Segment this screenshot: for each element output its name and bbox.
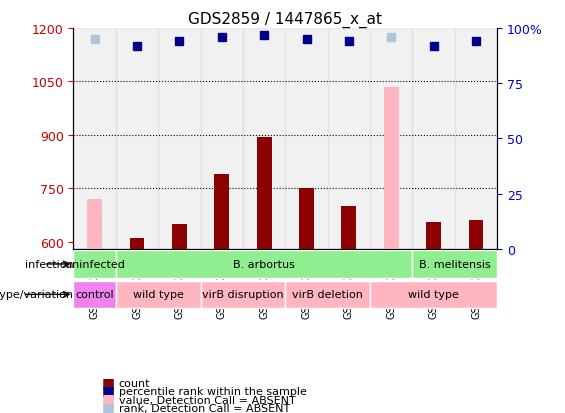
Text: control: control — [75, 290, 114, 299]
Bar — [299, 189, 314, 249]
Bar — [87, 199, 102, 249]
Bar — [172, 224, 187, 249]
Bar — [257, 137, 272, 249]
FancyBboxPatch shape — [370, 281, 497, 308]
Text: ■: ■ — [102, 383, 115, 397]
Bar — [116, 29, 158, 249]
Bar — [426, 223, 441, 249]
FancyBboxPatch shape — [201, 281, 285, 308]
Text: count: count — [119, 378, 150, 388]
Text: rank, Detection Call = ABSENT: rank, Detection Call = ABSENT — [119, 403, 290, 413]
Text: B. arbortus: B. arbortus — [233, 259, 295, 269]
Text: virB deletion: virB deletion — [292, 290, 363, 299]
Text: ■: ■ — [102, 392, 115, 406]
Text: value, Detection Call = ABSENT: value, Detection Call = ABSENT — [119, 395, 295, 405]
Bar — [243, 29, 285, 249]
FancyBboxPatch shape — [116, 281, 201, 308]
Bar — [285, 29, 328, 249]
Text: B. melitensis: B. melitensis — [419, 259, 490, 269]
Text: genotype/variation: genotype/variation — [0, 290, 73, 299]
Bar — [73, 29, 116, 249]
Text: wild type: wild type — [408, 290, 459, 299]
Bar — [412, 29, 455, 249]
Bar — [455, 29, 497, 249]
FancyBboxPatch shape — [116, 251, 412, 278]
Bar — [201, 29, 243, 249]
Bar — [328, 29, 370, 249]
Text: percentile rank within the sample: percentile rank within the sample — [119, 387, 307, 396]
Text: ■: ■ — [102, 400, 115, 413]
Text: virB disruption: virB disruption — [202, 290, 284, 299]
Bar — [370, 29, 412, 249]
Title: GDS2859 / 1447865_x_at: GDS2859 / 1447865_x_at — [188, 12, 383, 28]
FancyBboxPatch shape — [285, 281, 370, 308]
Text: wild type: wild type — [133, 290, 184, 299]
FancyBboxPatch shape — [73, 281, 116, 308]
Bar — [129, 239, 145, 249]
FancyBboxPatch shape — [73, 251, 116, 278]
FancyBboxPatch shape — [412, 251, 497, 278]
Bar — [158, 29, 201, 249]
Bar — [214, 175, 229, 249]
Bar — [341, 206, 357, 249]
Text: uninfected: uninfected — [65, 259, 124, 269]
Bar — [384, 88, 399, 249]
Bar — [468, 221, 484, 249]
Text: ■: ■ — [102, 375, 115, 389]
Text: infection: infection — [25, 259, 73, 269]
